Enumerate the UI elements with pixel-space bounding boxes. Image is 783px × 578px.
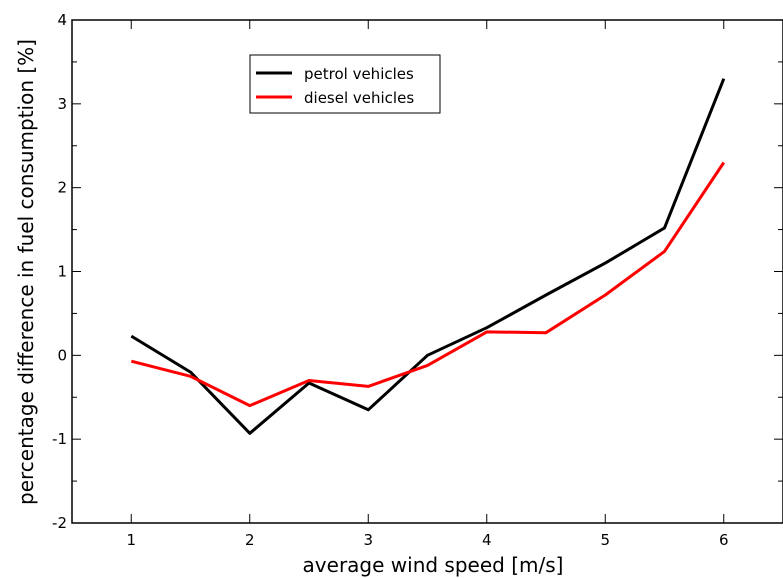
y-axis-title: percentage difference in fuel consumptio… — [14, 39, 38, 505]
tick-labels: 1 2 3 4 5 6 -2 -1 0 1 2 3 4 — [52, 11, 728, 549]
legend-label-diesel: diesel vehicles — [304, 89, 414, 107]
y-tick-label: 1 — [57, 263, 67, 281]
y-tick-label: 4 — [57, 11, 67, 29]
x-tick-label: 5 — [600, 531, 610, 549]
legend-label-petrol: petrol vehicles — [304, 65, 414, 83]
y-tick-label: 3 — [57, 95, 67, 113]
y-tick-label: -2 — [52, 514, 67, 532]
x-tick-label: 3 — [363, 531, 373, 549]
series-lines — [130, 78, 726, 435]
x-tick-label: 2 — [245, 531, 255, 549]
series-line-petrol — [130, 78, 726, 435]
axis-ticks — [72, 19, 783, 524]
y-tick-label: 0 — [57, 346, 67, 364]
series-line-diesel — [130, 161, 726, 408]
legend-box — [249, 54, 441, 114]
y-tick-label: -1 — [52, 430, 67, 448]
x-axis-title: average wind speed [m/s] — [303, 553, 564, 577]
y-tick-label: 2 — [57, 179, 67, 197]
x-tick-label: 6 — [719, 531, 729, 549]
x-tick-label: 4 — [482, 531, 492, 549]
x-tick-label: 1 — [126, 531, 136, 549]
